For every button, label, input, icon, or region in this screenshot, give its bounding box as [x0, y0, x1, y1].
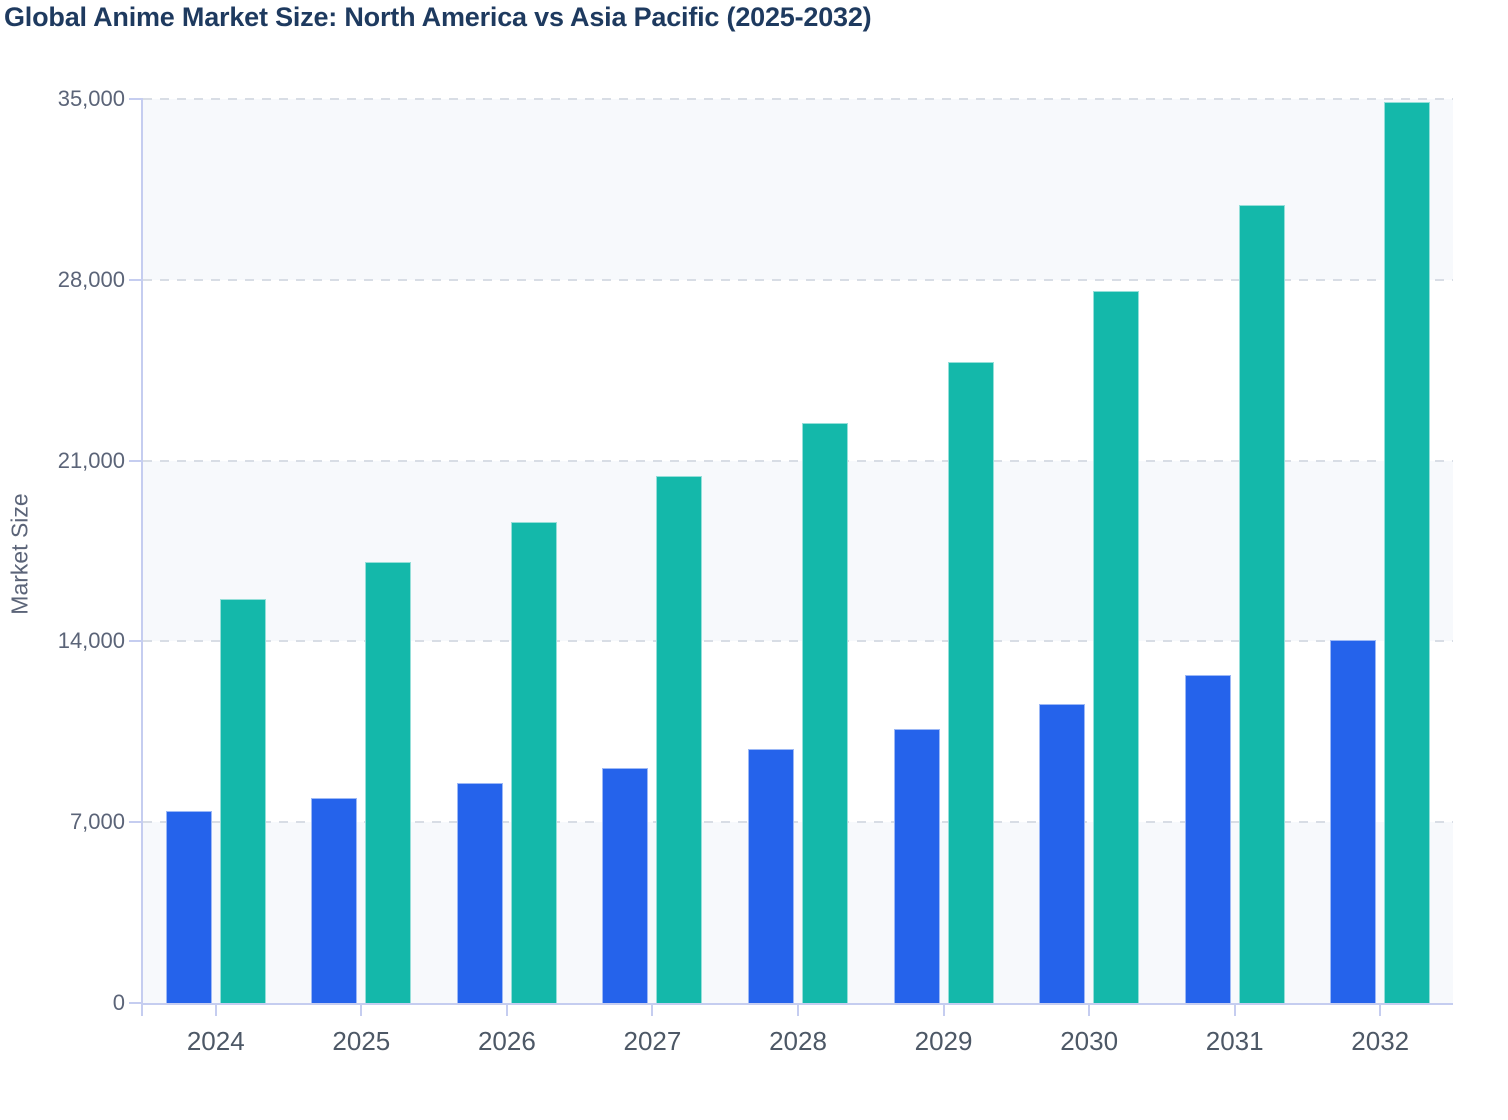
x-tick-label: 2028	[769, 1026, 827, 1056]
bar-north-america-2032[interactable]	[1330, 640, 1376, 1003]
y-tick-label: 0	[112, 990, 125, 1015]
bar-asia-pacific-2032[interactable]	[1384, 102, 1430, 1003]
gridline	[143, 278, 1453, 281]
bar-north-america-2025[interactable]	[311, 798, 357, 1003]
y-tick	[129, 1002, 143, 1004]
y-tick	[129, 640, 143, 643]
x-tick	[797, 1005, 799, 1016]
bar-north-america-2031[interactable]	[1185, 675, 1231, 1003]
y-tick-label: 14,000	[57, 628, 125, 654]
gridline	[143, 459, 1453, 462]
x-tick-label: 2029	[914, 1026, 973, 1056]
x-tick-label: 2026	[477, 1026, 536, 1056]
plot-band	[143, 822, 1453, 1003]
plot-band	[143, 99, 1453, 280]
bar-asia-pacific-2026[interactable]	[511, 522, 557, 1003]
y-tick-label: 28,000	[57, 266, 125, 292]
y-tick	[129, 459, 143, 462]
x-tick	[1379, 1005, 1382, 1016]
y-tick	[129, 98, 143, 100]
x-axis-boundary-tick	[141, 1005, 143, 1016]
y-tick-label: 7,000	[69, 809, 125, 835]
y-axis-line	[141, 99, 143, 1003]
y-axis-title: Market Size	[6, 493, 33, 615]
y-tick	[129, 821, 143, 824]
x-tick-label: 2024	[186, 1026, 245, 1056]
bar-asia-pacific-2028[interactable]	[802, 423, 848, 1003]
y-tick-label: 35,000	[57, 86, 125, 111]
y-tick	[129, 278, 143, 281]
x-tick	[505, 1005, 508, 1016]
x-tick-label: 2027	[623, 1026, 682, 1056]
x-tick-label: 2025	[332, 1026, 391, 1056]
y-tick-label: 21,000	[57, 447, 125, 473]
bar-north-america-2028[interactable]	[748, 749, 794, 1003]
bar-north-america-2027[interactable]	[602, 768, 648, 1003]
bar-asia-pacific-2029[interactable]	[948, 362, 994, 1003]
x-tick	[942, 1005, 945, 1016]
x-tick-label: 2030	[1060, 1026, 1119, 1056]
chart-title: Global Anime Market Size: North America …	[4, 2, 872, 32]
bar-asia-pacific-2030[interactable]	[1093, 291, 1139, 1003]
bar-north-america-2026[interactable]	[457, 783, 503, 1003]
x-tick	[1233, 1005, 1236, 1016]
bar-north-america-2030[interactable]	[1039, 704, 1085, 1003]
gridline	[143, 98, 1453, 100]
bar-asia-pacific-2031[interactable]	[1239, 205, 1285, 1003]
gridline	[143, 821, 1453, 824]
x-tick-label: 2032	[1351, 1026, 1410, 1056]
bar-north-america-2024[interactable]	[166, 811, 212, 1003]
x-axis-line	[141, 1003, 1453, 1005]
bar-north-america-2029[interactable]	[894, 729, 940, 1003]
x-tick	[214, 1005, 217, 1016]
bar-asia-pacific-2027[interactable]	[656, 476, 702, 1003]
gridline	[143, 640, 1453, 643]
x-tick-label: 2031	[1205, 1026, 1264, 1056]
bar-asia-pacific-2024[interactable]	[220, 599, 266, 1003]
x-tick	[1088, 1005, 1091, 1016]
x-tick	[360, 1005, 363, 1016]
x-tick	[651, 1005, 654, 1016]
plot-band	[143, 460, 1453, 642]
bar-asia-pacific-2025[interactable]	[365, 562, 411, 1003]
